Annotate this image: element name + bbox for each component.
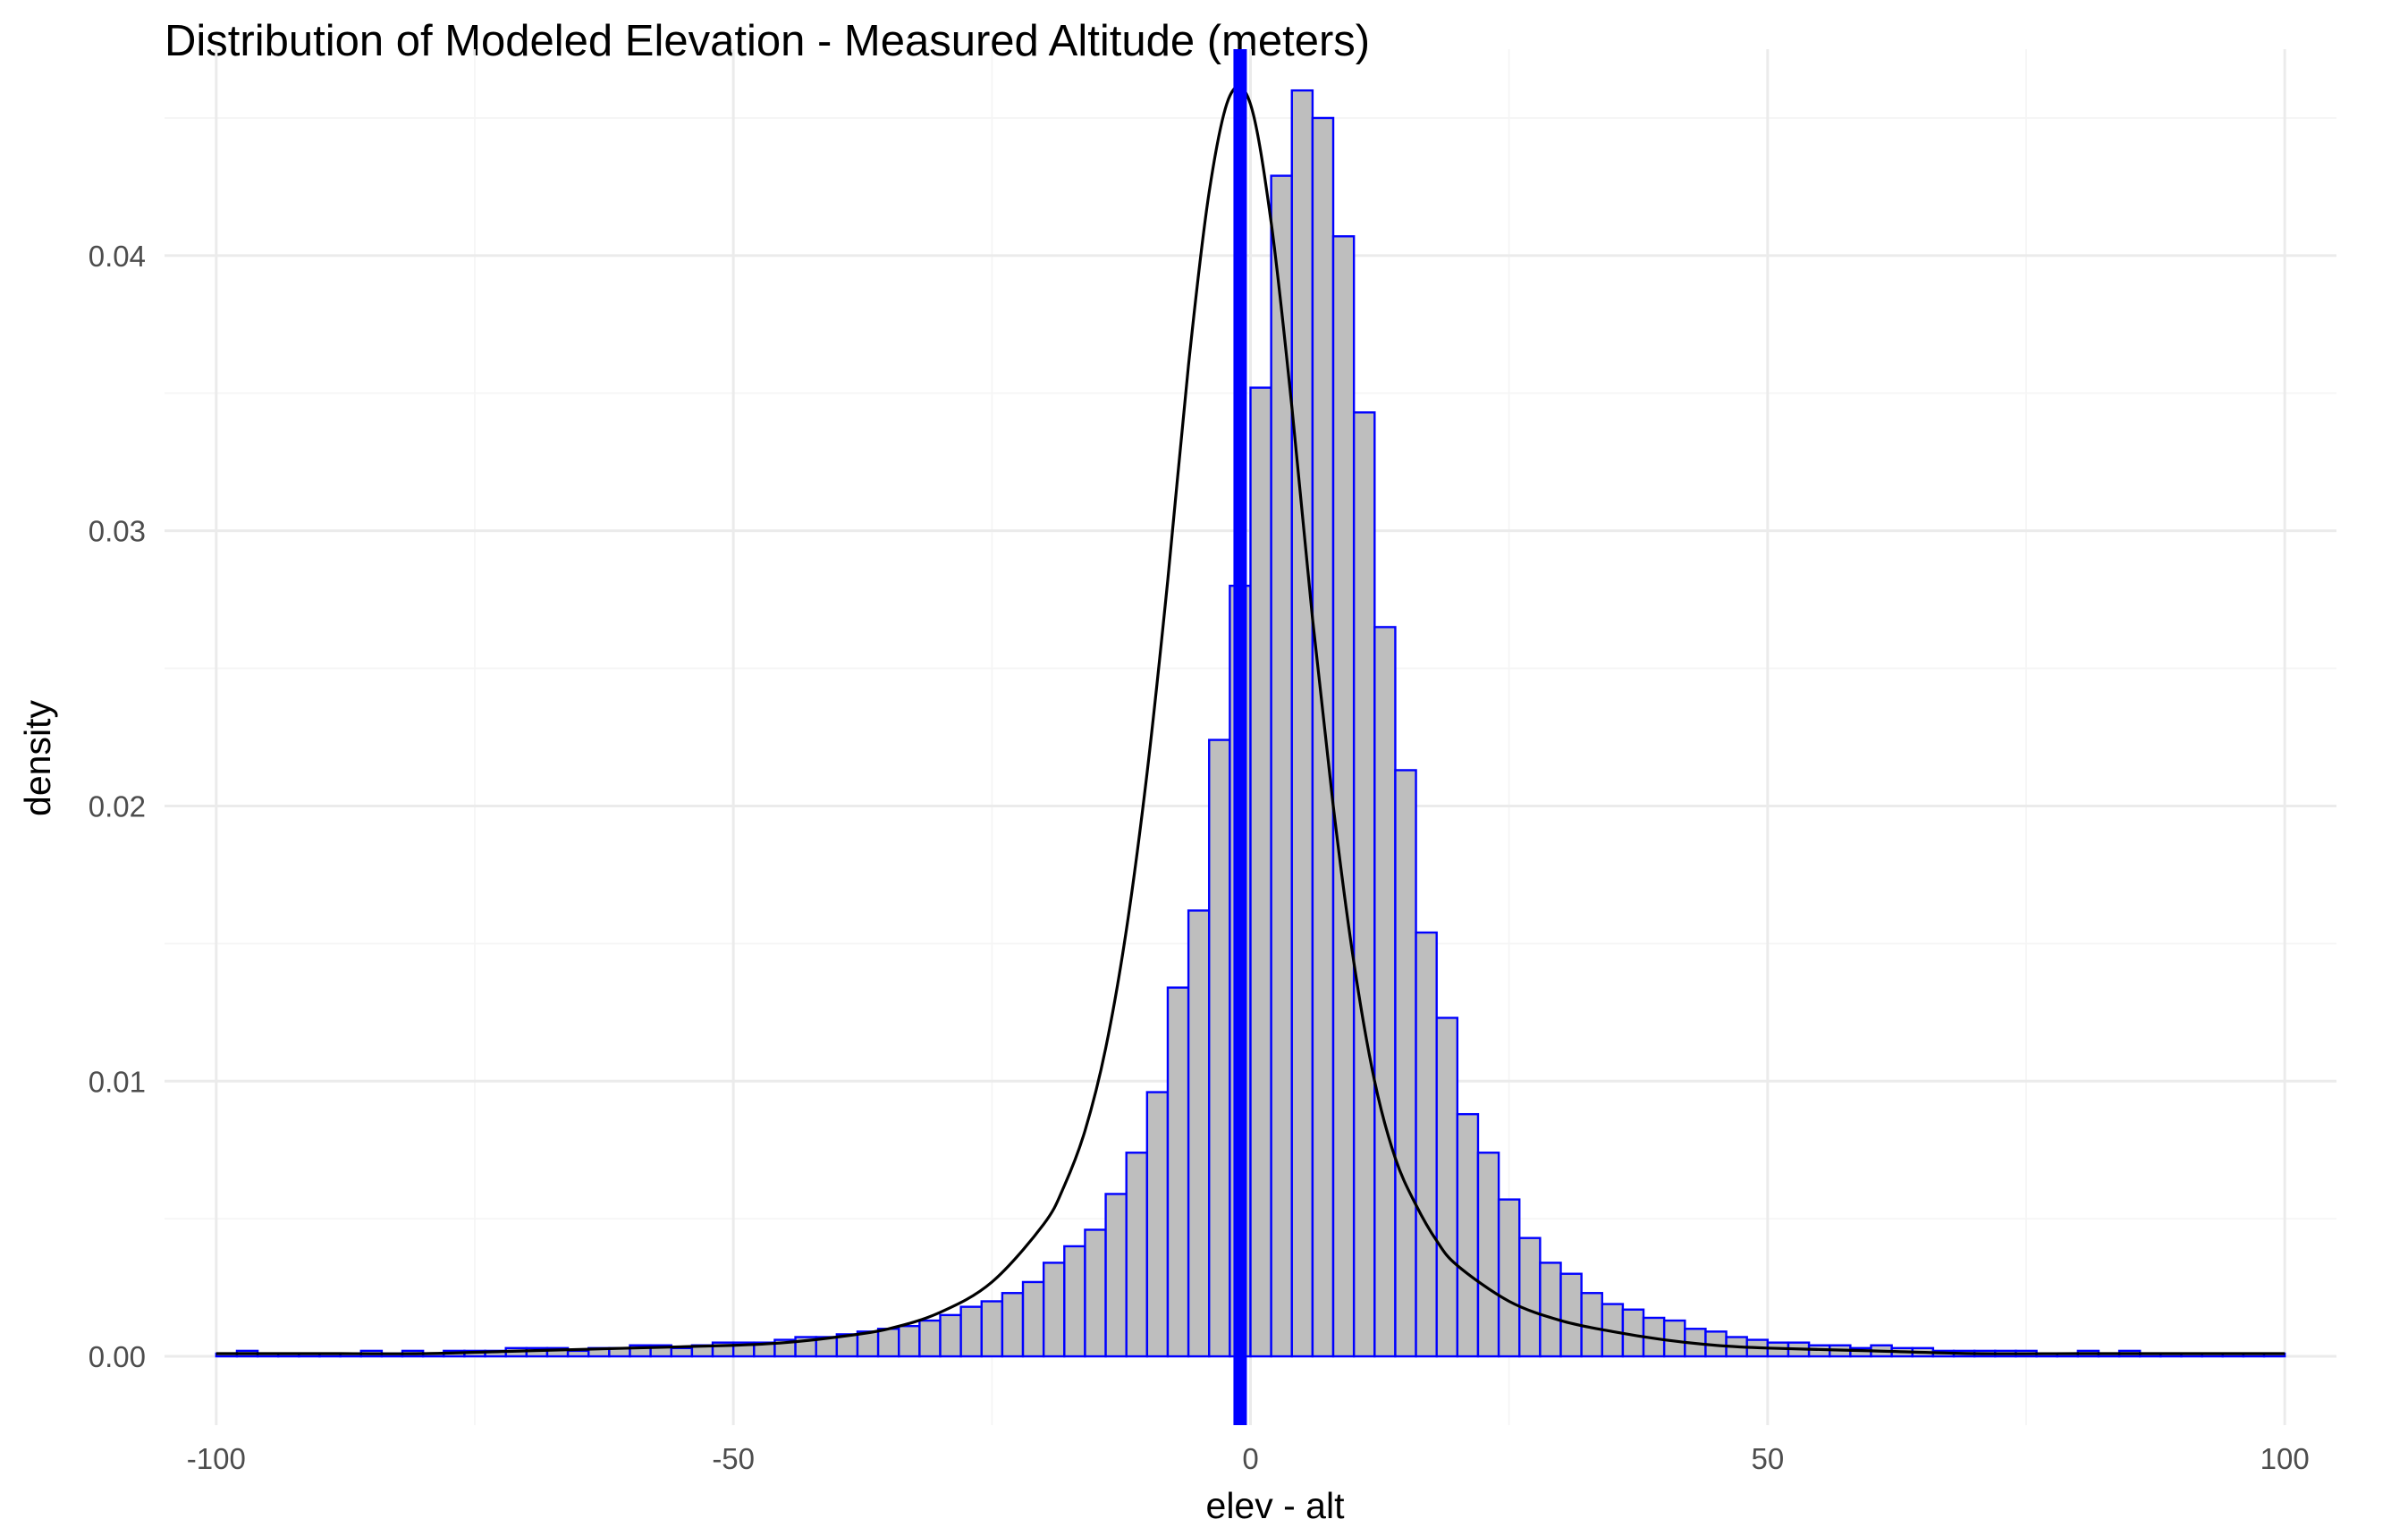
- x-tick-label: 0: [1242, 1442, 1258, 1475]
- x-tick-label: 50: [1751, 1442, 1784, 1475]
- histogram-bar: [918, 1319, 942, 1358]
- histogram-bar: [1331, 235, 1356, 1358]
- histogram-bar: [1104, 1193, 1128, 1358]
- histogram-bar: [898, 1324, 921, 1358]
- y-tick-label: 0.04: [89, 240, 146, 273]
- y-axis-title: density: [17, 700, 58, 816]
- histogram-bar: [1518, 1236, 1542, 1358]
- x-tick-label: -100: [187, 1442, 246, 1475]
- histogram-bar: [670, 1346, 694, 1358]
- histogram-bar: [980, 1300, 1004, 1358]
- histogram-bar: [1166, 986, 1190, 1358]
- x-axis-title: elev - alt: [1206, 1485, 1346, 1526]
- histogram-bar: [876, 1328, 900, 1358]
- histogram-bar: [959, 1305, 983, 1358]
- y-tick-label: 0.02: [89, 789, 146, 823]
- histogram-bar: [566, 1349, 590, 1358]
- density-curve: [215, 85, 2285, 1355]
- histogram-bar: [1311, 116, 1335, 1358]
- x-tick-label: -50: [712, 1442, 755, 1475]
- histogram-bar: [1476, 1152, 1500, 1358]
- histogram-bar: [1456, 1112, 1480, 1358]
- histogram-bar: [1145, 1091, 1170, 1358]
- histogram-bar: [1001, 1292, 1025, 1358]
- histogram-bar: [1290, 89, 1314, 1358]
- histogram-bar: [1270, 174, 1293, 1358]
- x-tick-labels: -100 -50 0 50 100: [187, 1442, 2310, 1475]
- histogram-bar: [1580, 1292, 1603, 1358]
- histogram-bar: [1208, 738, 1231, 1358]
- histogram-bar: [1352, 411, 1376, 1358]
- histogram-bar: [1249, 386, 1272, 1358]
- histogram-bar: [1021, 1280, 1045, 1358]
- histogram-bar: [1063, 1245, 1086, 1358]
- y-tick-label: 0.00: [89, 1340, 146, 1373]
- histogram-bar: [1539, 1262, 1562, 1358]
- y-tick-label: 0.01: [89, 1065, 146, 1098]
- histogram-bar: [1084, 1228, 1107, 1358]
- histogram-bar: [1373, 626, 1397, 1358]
- histogram-bar: [1394, 769, 1417, 1358]
- y-tick-labels: 0.00 0.01 0.02 0.03 0.04: [89, 240, 146, 1373]
- histogram-bar: [1497, 1198, 1521, 1358]
- histogram-bar: [1042, 1262, 1066, 1358]
- chart-title: Distribution of Modeled Elevation - Meas…: [165, 17, 1370, 65]
- histogram-bar: [1435, 1017, 1459, 1358]
- histogram-bar: [939, 1313, 962, 1358]
- histogram-bar: [1187, 909, 1211, 1358]
- histogram-bar: [1415, 931, 1438, 1358]
- x-tick-label: 100: [2260, 1442, 2310, 1475]
- y-tick-label: 0.03: [89, 515, 146, 548]
- histogram-bar: [1125, 1152, 1149, 1358]
- histogram-bar: [1662, 1319, 1686, 1358]
- histogram-bar: [1559, 1272, 1583, 1358]
